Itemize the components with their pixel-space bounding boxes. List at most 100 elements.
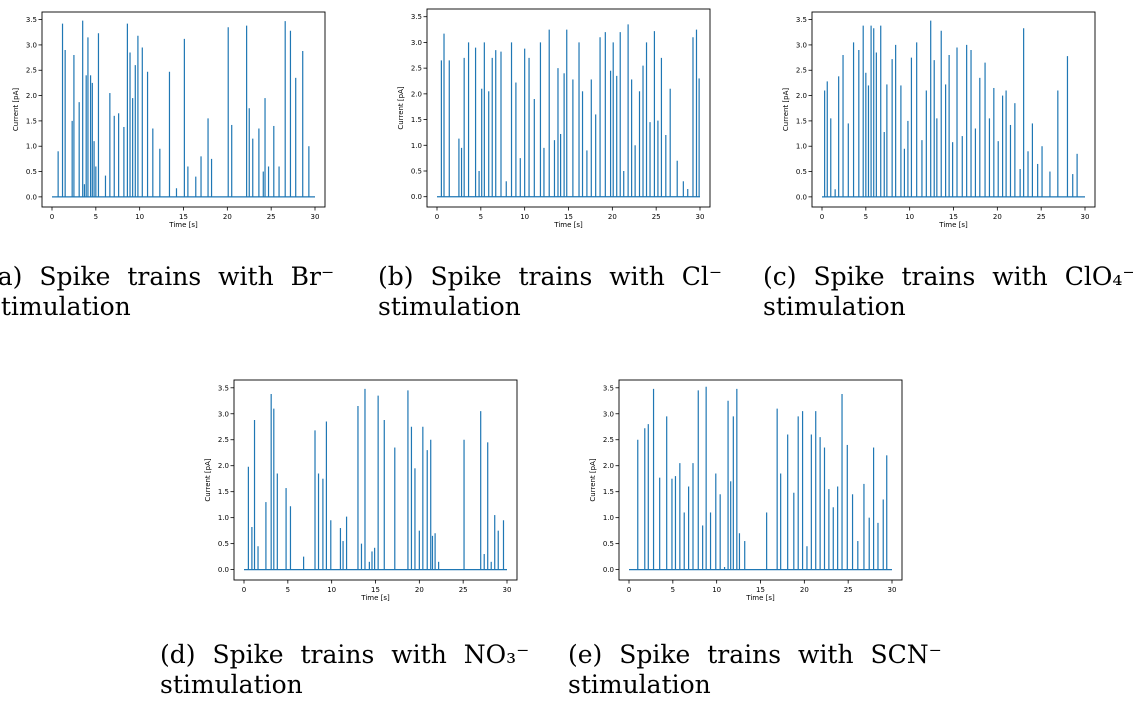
y-tick-label-b-4: 2.0 (411, 90, 422, 98)
y-tick-label-e-6: 3.0 (603, 410, 614, 418)
x-tick-label-e-4: 20 (800, 586, 809, 594)
spike-chart-a: 0.0 0.5 1.0 1.5 2.0 2.5 3.0 3.5 0 5 10 15 20 25 30 Time… (12, 11, 326, 229)
x-tick-label-b-2: 10 (520, 213, 529, 221)
y-tick-label-d-3: 1.5 (218, 488, 229, 496)
x-tick-label-d-6: 30 (503, 586, 512, 594)
x-tick-label-b-1: 5 (479, 213, 483, 221)
y-tick-label-c-2: 1.0 (796, 143, 807, 151)
x-tick-label-a-6: 30 (311, 213, 320, 221)
x-tick-label-a-2: 10 (135, 213, 144, 221)
x-tick-label-d-3: 15 (371, 586, 380, 594)
y-tick-label-b-0: 0.0 (411, 193, 422, 201)
x-tick-label-d-0: 0 (242, 586, 246, 594)
y-axis-label-d: Current [pA] (204, 458, 212, 501)
y-tick-label-e-7: 3.5 (603, 384, 614, 392)
y-axis-label-a: Current [pA] (12, 88, 20, 131)
y-tick-label-b-7: 3.5 (411, 13, 422, 21)
y-tick-label-c-0: 0.0 (796, 193, 807, 201)
caption-c-line1: (c) Spike trains with ClO₄⁻ (763, 262, 1133, 291)
caption-d-line2: stimulation (160, 670, 303, 699)
x-tick-label-c-0: 0 (820, 213, 824, 221)
x-tick-label-a-1: 5 (94, 213, 98, 221)
caption-e-line1: (e) Spike trains with SCN⁻ (568, 640, 942, 669)
x-tick-label-a-0: 0 (50, 213, 54, 221)
caption-b-line1: (b) Spike trains with Cl⁻ (378, 262, 723, 291)
x-tick-label-a-5: 25 (267, 213, 276, 221)
y-tick-label-c-1: 0.5 (796, 168, 807, 176)
plot-frame-e (618, 379, 903, 581)
spike-chart-c: 0.0 0.5 1.0 1.5 2.0 2.5 3.0 3.5 0 5 10 15 20 25 30 Time… (782, 11, 1096, 229)
y-tick-label-a-5: 2.5 (26, 67, 37, 75)
chart-panel-d: 0.0 0.5 1.0 1.5 2.0 2.5 3.0 3.5 0 5 10 15 20 25 30 Time… (192, 378, 522, 608)
plot-frame-d (233, 379, 518, 581)
x-tick-label-c-2: 10 (905, 213, 914, 221)
x-tick-label-c-6: 30 (1081, 213, 1090, 221)
x-tick-label-c-5: 25 (1037, 213, 1046, 221)
y-tick-label-e-3: 1.5 (603, 488, 614, 496)
caption-a-line1: (a) Spike trains with Br⁻ (0, 262, 335, 291)
y-tick-label-b-3: 1.5 (411, 116, 422, 124)
chart-panel-b: 0.0 0.5 1.0 1.5 2.0 2.5 3.0 3.5 0 5 10 15 20 25 30 Time… (385, 7, 715, 235)
y-tick-label-d-7: 3.5 (218, 384, 229, 392)
y-tick-label-b-2: 1.0 (411, 142, 422, 150)
y-tick-label-a-4: 2.0 (26, 92, 37, 100)
plot-frame-a (41, 11, 326, 208)
y-tick-label-e-0: 0.0 (603, 566, 614, 574)
x-axis-label-a: Time [s] (168, 221, 198, 229)
y-tick-label-a-0: 0.0 (26, 193, 37, 201)
x-tick-label-b-3: 15 (564, 213, 573, 221)
caption-c-line2: stimulation (763, 292, 906, 321)
x-tick-label-c-3: 15 (949, 213, 958, 221)
y-tick-label-c-5: 2.5 (796, 67, 807, 75)
chart-panel-e: 0.0 0.5 1.0 1.5 2.0 2.5 3.0 3.5 0 5 10 15 20 25 30 Time… (577, 378, 907, 608)
x-tick-label-b-0: 0 (435, 213, 439, 221)
caption-a: (a) Spike trains with Br⁻ stimulation (0, 262, 334, 322)
x-tick-label-e-1: 5 (671, 586, 675, 594)
caption-e: (e) Spike trains with SCN⁻ stimulation (568, 640, 942, 700)
x-axis-label-d: Time [s] (360, 594, 390, 602)
y-tick-label-c-7: 3.5 (796, 16, 807, 24)
x-tick-label-e-6: 30 (888, 586, 897, 594)
spike-chart-e: 0.0 0.5 1.0 1.5 2.0 2.5 3.0 3.5 0 5 10 15 20 25 30 Time… (589, 379, 903, 602)
y-tick-label-a-7: 3.5 (26, 16, 37, 24)
x-tick-label-b-4: 20 (608, 213, 617, 221)
y-tick-label-c-3: 1.5 (796, 117, 807, 125)
y-tick-label-d-6: 3.0 (218, 410, 229, 418)
x-tick-label-d-1: 5 (286, 586, 290, 594)
y-tick-label-b-6: 3.0 (411, 39, 422, 47)
y-tick-label-a-3: 1.5 (26, 117, 37, 125)
x-axis-label-e: Time [s] (745, 594, 775, 602)
x-tick-label-e-2: 10 (712, 586, 721, 594)
y-tick-label-a-1: 0.5 (26, 168, 37, 176)
caption-d-line1: (d) Spike trains with NO₃⁻ (160, 640, 530, 669)
x-tick-label-c-1: 5 (864, 213, 868, 221)
y-tick-label-d-5: 2.5 (218, 436, 229, 444)
y-tick-label-a-2: 1.0 (26, 143, 37, 151)
plot-frame-b (426, 8, 711, 208)
y-tick-label-b-1: 0.5 (411, 168, 422, 176)
x-tick-label-c-4: 20 (993, 213, 1002, 221)
y-tick-label-e-4: 2.0 (603, 462, 614, 470)
x-tick-label-d-4: 20 (415, 586, 424, 594)
y-tick-label-d-4: 2.0 (218, 462, 229, 470)
chart-panel-a: 0.0 0.5 1.0 1.5 2.0 2.5 3.0 3.5 0 5 10 15 20 25 30 Time… (0, 10, 330, 235)
x-tick-label-e-0: 0 (627, 586, 631, 594)
plot-frame-c (811, 11, 1096, 208)
chart-panel-c: 0.0 0.5 1.0 1.5 2.0 2.5 3.0 3.5 0 5 10 15 20 25 30 Time… (770, 10, 1100, 235)
y-tick-label-c-6: 3.0 (796, 41, 807, 49)
caption-d: (d) Spike trains with NO₃⁻ stimulation (160, 640, 529, 700)
caption-b: (b) Spike trains with Cl⁻ stimulation (378, 262, 722, 322)
y-axis-label-c: Current [pA] (782, 88, 790, 131)
x-tick-label-d-2: 10 (327, 586, 336, 594)
y-axis-label-e: Current [pA] (589, 458, 597, 501)
x-tick-label-a-4: 20 (223, 213, 232, 221)
x-tick-label-d-5: 25 (459, 586, 468, 594)
caption-b-line2: stimulation (378, 292, 521, 321)
y-tick-label-e-5: 2.5 (603, 436, 614, 444)
x-tick-label-a-3: 15 (179, 213, 188, 221)
y-tick-label-e-2: 1.0 (603, 514, 614, 522)
y-tick-label-d-2: 1.0 (218, 514, 229, 522)
x-tick-label-e-3: 15 (756, 586, 765, 594)
y-axis-label-b: Current [pA] (397, 86, 405, 129)
x-tick-label-e-5: 25 (844, 586, 853, 594)
